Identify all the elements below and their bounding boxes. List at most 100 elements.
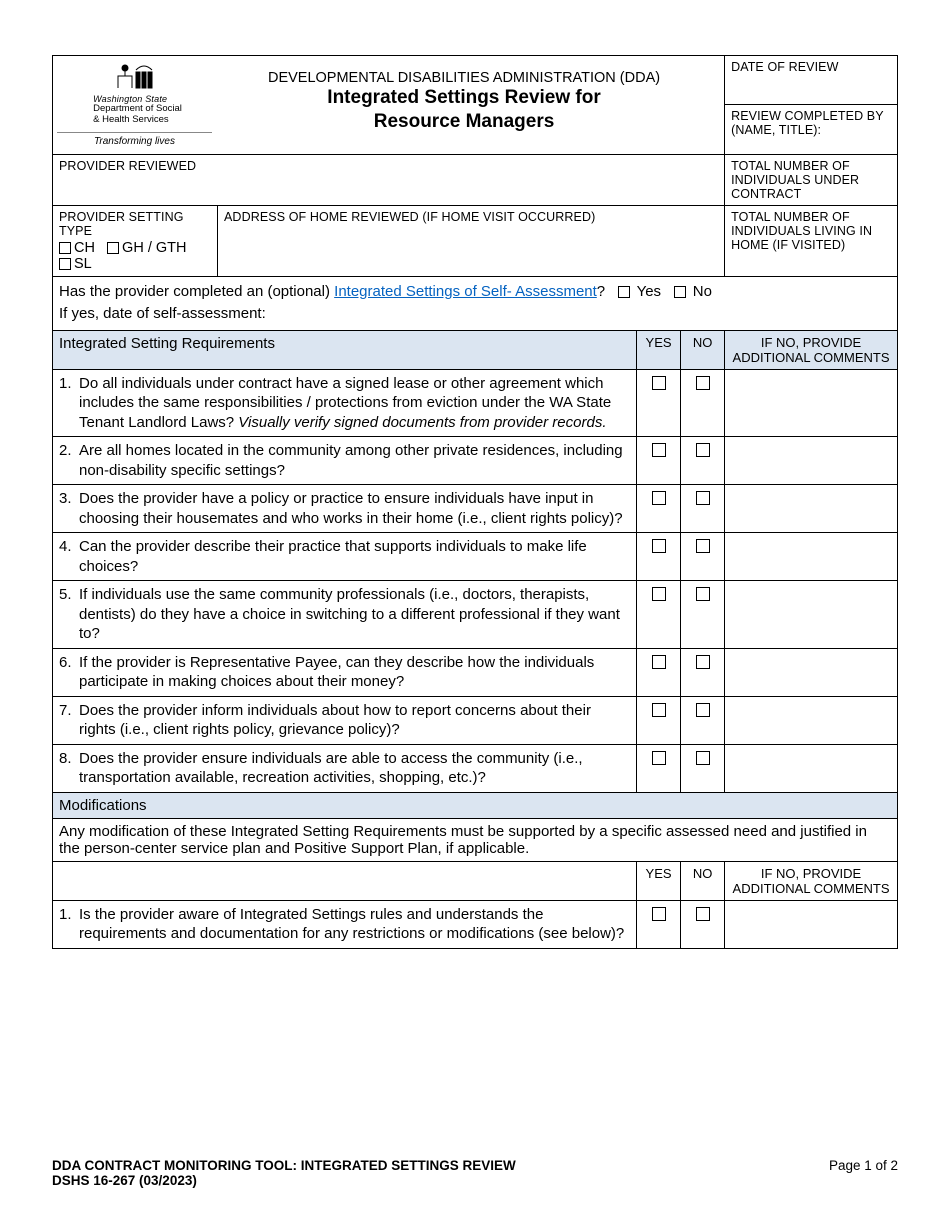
requirement-yes-cell bbox=[637, 533, 681, 581]
label-yes: Yes bbox=[637, 283, 661, 300]
modification-row: 1.Is the provider aware of Integrated Se… bbox=[53, 900, 898, 948]
requirement-yes-cell bbox=[637, 581, 681, 649]
requirement-no-cell bbox=[681, 437, 725, 485]
checkbox-yes[interactable] bbox=[652, 443, 666, 457]
requirement-yes-cell bbox=[637, 648, 681, 696]
requirement-text: 1.Do all individuals under contract have… bbox=[53, 369, 637, 437]
checkbox-self-assess-yes[interactable] bbox=[618, 286, 630, 298]
label-gh: GH / GTH bbox=[122, 240, 186, 256]
checkbox-no[interactable] bbox=[696, 491, 710, 505]
requirement-no-cell bbox=[681, 581, 725, 649]
checkbox-no[interactable] bbox=[696, 376, 710, 390]
requirement-row: 2.Are all homes located in the community… bbox=[53, 437, 898, 485]
checkbox-yes[interactable] bbox=[652, 587, 666, 601]
total-contract-field[interactable]: TOTAL NUMBER OF INDIVIDUALS UNDER CONTRA… bbox=[725, 154, 898, 205]
total-contract-label: TOTAL NUMBER OF INDIVIDUALS UNDER CONTRA… bbox=[731, 159, 891, 201]
requirement-yes-cell bbox=[637, 696, 681, 744]
requirement-row: 1.Do all individuals under contract have… bbox=[53, 369, 898, 437]
requirement-comment-cell[interactable] bbox=[725, 533, 898, 581]
requirement-no-cell bbox=[681, 533, 725, 581]
requirement-yes-cell bbox=[637, 485, 681, 533]
address-reviewed-field[interactable]: ADDRESS OF HOME REVIEWED (IF HOME VISIT … bbox=[218, 205, 725, 276]
col-comments-header: IF NO, PROVIDE ADDITIONAL COMMENTS bbox=[725, 330, 898, 369]
checkbox-no[interactable] bbox=[696, 703, 710, 717]
mod-col-yes: YES bbox=[637, 861, 681, 900]
checkbox-self-assess-no[interactable] bbox=[674, 286, 686, 298]
label-sl: SL bbox=[74, 256, 92, 272]
modification-yes-cell bbox=[637, 900, 681, 948]
modification-comment-cell[interactable] bbox=[725, 900, 898, 948]
checkbox-no[interactable] bbox=[696, 907, 710, 921]
logo-tagline: Transforming lives bbox=[57, 132, 212, 148]
checkbox-sl[interactable] bbox=[59, 258, 71, 270]
total-living-label: TOTAL NUMBER OF INDIVIDUALS LIVING IN HO… bbox=[731, 210, 891, 252]
checkbox-no[interactable] bbox=[696, 587, 710, 601]
requirement-no-cell bbox=[681, 485, 725, 533]
admin-line: DEVELOPMENTAL DISABILITIES ADMINISTRATIO… bbox=[212, 70, 716, 86]
provider-reviewed-label: PROVIDER REVIEWED bbox=[59, 159, 718, 173]
requirement-row: 3.Does the provider have a policy or pra… bbox=[53, 485, 898, 533]
modification-no-cell bbox=[681, 900, 725, 948]
requirement-comment-cell[interactable] bbox=[725, 744, 898, 792]
provider-reviewed-field[interactable]: PROVIDER REVIEWED bbox=[53, 154, 725, 205]
checkbox-no[interactable] bbox=[696, 539, 710, 553]
provider-setting-type-field: PROVIDER SETTING TYPE CH GH / GTH SL bbox=[53, 205, 218, 276]
agency-logo: Washington State Department of Social & … bbox=[57, 62, 212, 148]
checkbox-ch[interactable] bbox=[59, 242, 71, 254]
logo-line3: & Health Services bbox=[93, 115, 182, 126]
checkbox-yes[interactable] bbox=[652, 491, 666, 505]
requirement-no-cell bbox=[681, 648, 725, 696]
requirement-comment-cell[interactable] bbox=[725, 581, 898, 649]
total-living-field[interactable]: TOTAL NUMBER OF INDIVIDUALS LIVING IN HO… bbox=[725, 205, 898, 276]
checkbox-yes[interactable] bbox=[652, 751, 666, 765]
checkbox-yes[interactable] bbox=[652, 655, 666, 669]
date-of-review-label: DATE OF REVIEW bbox=[731, 60, 891, 74]
date-of-review-field[interactable]: DATE OF REVIEW bbox=[725, 56, 898, 105]
requirement-text: 3.Does the provider have a policy or pra… bbox=[53, 485, 637, 533]
mod-col-comments: IF NO, PROVIDE ADDITIONAL COMMENTS bbox=[725, 861, 898, 900]
review-by-label: REVIEW COMPLETED BY (NAME, TITLE): bbox=[731, 109, 891, 137]
requirement-text: 2.Are all homes located in the community… bbox=[53, 437, 637, 485]
requirement-text: 4.Can the provider describe their practi… bbox=[53, 533, 637, 581]
checkbox-yes[interactable] bbox=[652, 376, 666, 390]
requirement-row: 7.Does the provider inform individuals a… bbox=[53, 696, 898, 744]
requirement-comment-cell[interactable] bbox=[725, 485, 898, 533]
checkbox-no[interactable] bbox=[696, 751, 710, 765]
review-completed-by-field[interactable]: REVIEW COMPLETED BY (NAME, TITLE): bbox=[725, 105, 898, 154]
requirement-no-cell bbox=[681, 744, 725, 792]
modifications-intro: Any modification of these Integrated Set… bbox=[53, 818, 898, 861]
checkbox-no[interactable] bbox=[696, 655, 710, 669]
checkbox-yes[interactable] bbox=[652, 539, 666, 553]
requirement-text: 6.If the provider is Representative Paye… bbox=[53, 648, 637, 696]
checkbox-gh[interactable] bbox=[107, 242, 119, 254]
footer-line2: DSHS 16-267 (03/2023) bbox=[52, 1173, 197, 1188]
mod-col-no: NO bbox=[681, 861, 725, 900]
checkbox-yes[interactable] bbox=[652, 907, 666, 921]
checkbox-no[interactable] bbox=[696, 443, 710, 457]
form-table: Washington State Department of Social & … bbox=[52, 55, 898, 949]
footer-line1: DDA CONTRACT MONITORING TOOL: INTEGRATED… bbox=[52, 1158, 516, 1173]
requirement-comment-cell[interactable] bbox=[725, 369, 898, 437]
page: Washington State Department of Social & … bbox=[0, 0, 950, 1230]
requirements-header: Integrated Setting Requirements bbox=[53, 330, 637, 369]
form-title-1: Integrated Settings Review for bbox=[212, 86, 716, 110]
address-label: ADDRESS OF HOME REVIEWED (IF HOME VISIT … bbox=[224, 210, 718, 224]
requirement-yes-cell bbox=[637, 744, 681, 792]
requirement-row: 4.Can the provider describe their practi… bbox=[53, 533, 898, 581]
col-yes-header: YES bbox=[637, 330, 681, 369]
requirement-text: 8.Does the provider ensure individuals a… bbox=[53, 744, 637, 792]
requirement-comment-cell[interactable] bbox=[725, 437, 898, 485]
dshs-logo-icon bbox=[112, 62, 158, 92]
mod-blank-header bbox=[53, 861, 637, 900]
label-ch: CH bbox=[74, 240, 95, 256]
checkbox-yes[interactable] bbox=[652, 703, 666, 717]
self-assess-post: ? bbox=[597, 283, 605, 300]
requirement-comment-cell[interactable] bbox=[725, 648, 898, 696]
requirement-yes-cell bbox=[637, 369, 681, 437]
self-assess-pre: Has the provider completed an (optional) bbox=[59, 283, 334, 300]
col-no-header: NO bbox=[681, 330, 725, 369]
requirement-comment-cell[interactable] bbox=[725, 696, 898, 744]
requirement-text: 7.Does the provider inform individuals a… bbox=[53, 696, 637, 744]
requirement-row: 6.If the provider is Representative Paye… bbox=[53, 648, 898, 696]
self-assessment-link[interactable]: Integrated Settings of Self- Assessment bbox=[334, 283, 597, 300]
